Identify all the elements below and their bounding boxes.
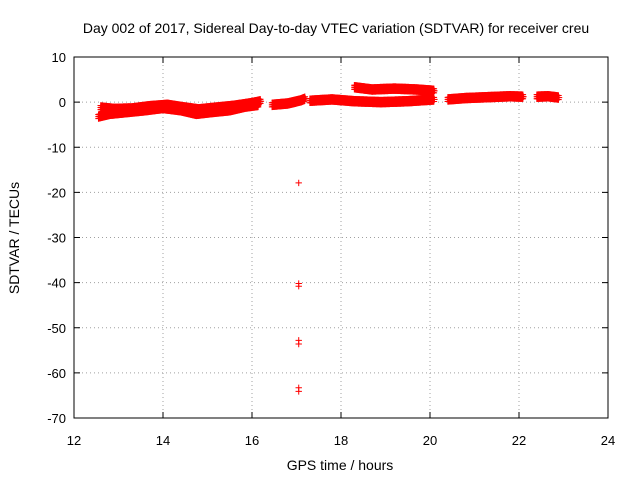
outlier-point (295, 179, 302, 187)
y-tick-label: -50 (47, 321, 66, 336)
x-tick-label: 22 (512, 433, 526, 448)
x-tick-label: 14 (156, 433, 170, 448)
y-tick-label: -10 (47, 140, 66, 155)
data-point (257, 98, 265, 105)
outlier-point (295, 388, 302, 395)
y-tick-label: 10 (52, 50, 66, 65)
axis-ticks: 12 14 16 18 20 22 24 10 0 -10 -20 -30 -40 -50 -60 -70 (47, 50, 615, 448)
y-tick-label: -70 (47, 411, 66, 426)
chart-title: Day 002 of 2017, Sidereal Day-to-day VTE… (83, 20, 589, 36)
x-tick-label: 18 (334, 433, 348, 448)
data-point (431, 96, 438, 103)
y-tick-label: -20 (47, 185, 66, 200)
data-point (520, 93, 527, 100)
y-tick-label: -60 (47, 366, 66, 381)
x-axis-label: GPS time / hours (287, 457, 394, 473)
outlier-point (295, 283, 302, 290)
x-tick-label: 16 (245, 433, 259, 448)
x-tick-label: 24 (601, 433, 615, 448)
x-tick-label: 20 (423, 433, 437, 448)
y-axis-label: SDTVAR / TECUs (6, 182, 22, 294)
data-point (555, 94, 563, 101)
data-points (95, 82, 563, 395)
x-tick-label: 12 (67, 433, 81, 448)
outlier-point (295, 340, 302, 348)
y-tick-label: -40 (47, 276, 66, 291)
data-point (431, 87, 438, 95)
y-tick-label: 0 (59, 95, 66, 110)
y-tick-label: -30 (47, 231, 66, 246)
